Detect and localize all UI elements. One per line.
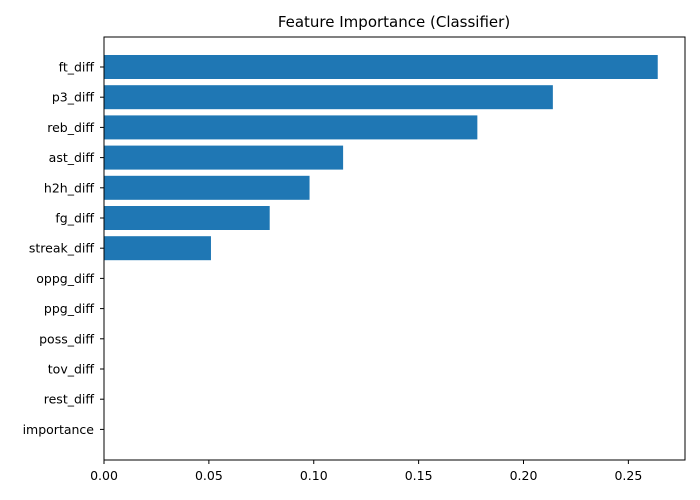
- y-tick-label: ast_diff: [49, 150, 95, 165]
- bar-ft_diff: [104, 55, 658, 79]
- bar-reb_diff: [104, 115, 478, 140]
- x-tick-label: 0.15: [405, 468, 433, 483]
- bars-group: [104, 55, 658, 261]
- x-tick-label: 0.10: [300, 468, 328, 483]
- x-axis-ticks: 0.00 0.05 0.10 0.15 0.20 0.25: [90, 460, 642, 483]
- bar-h2h_diff: [104, 175, 310, 200]
- bar-p3_diff: [104, 85, 553, 110]
- x-tick-label: 0.20: [510, 468, 538, 483]
- y-tick-label: reb_diff: [47, 120, 94, 135]
- y-tick-label: tov_diff: [48, 362, 95, 377]
- y-tick-label: p3_diff: [52, 90, 95, 105]
- x-tick-label: 0.25: [614, 468, 642, 483]
- bar-ast_diff: [104, 145, 344, 170]
- plot-frame: [103, 36, 686, 461]
- bar-fg_diff: [104, 206, 270, 230]
- y-tick-label: h2h_diff: [44, 180, 94, 195]
- chart-title: Feature Importance (Classifier): [278, 13, 510, 31]
- y-tick-label: streak_diff: [29, 241, 95, 256]
- y-tick-label: importance: [23, 422, 95, 437]
- y-tick-label: ft_diff: [59, 60, 95, 75]
- y-tick-label: fg_diff: [55, 211, 94, 226]
- y-tick-label: oppg_diff: [36, 271, 94, 286]
- y-tick-label: poss_diff: [39, 331, 94, 346]
- bar-streak_diff: [104, 236, 211, 261]
- y-tick-label: rest_diff: [44, 392, 95, 407]
- y-axis-ticks: ft_diff p3_diff reb_diff ast_diff h2h_difffg…: [23, 60, 104, 437]
- x-tick-label: 0.00: [90, 468, 118, 483]
- x-tick-label: 0.05: [195, 468, 223, 483]
- y-tick-label: ppg_diff: [44, 301, 94, 316]
